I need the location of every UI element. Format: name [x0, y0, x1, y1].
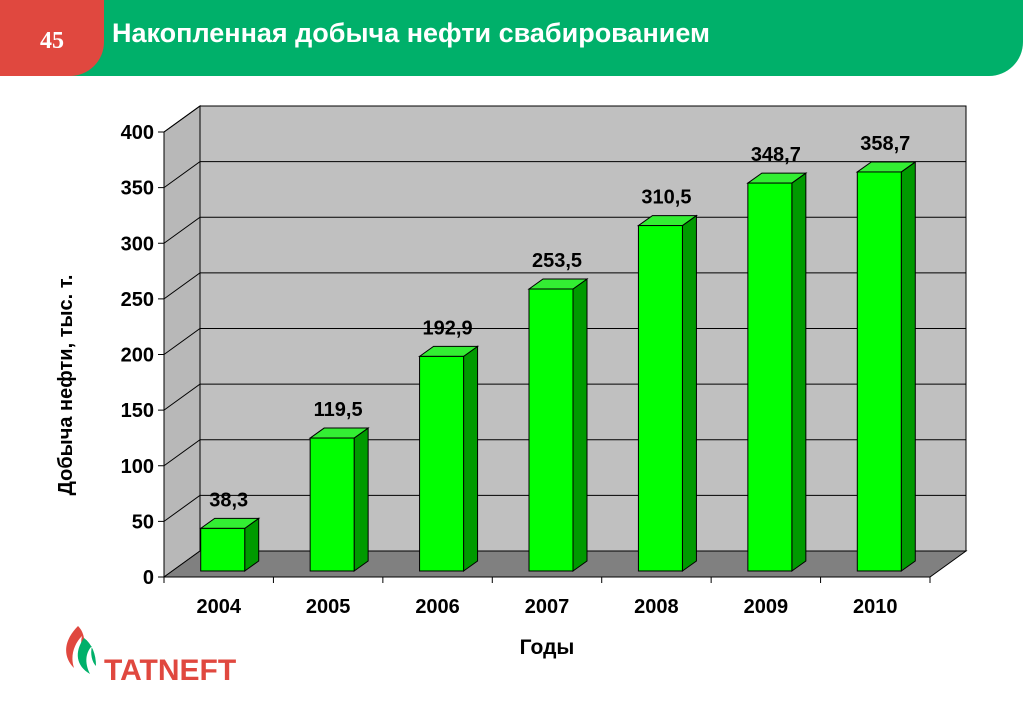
data-label-2009: 348,7: [751, 144, 801, 166]
y-tick-label: 300: [121, 233, 154, 255]
data-label-2005: 119,5: [314, 399, 363, 421]
header-bar: [0, 0, 1023, 76]
y-tick-label: 100: [121, 456, 154, 478]
gridline: [163, 328, 966, 355]
y-axis-title: Добыча нефти, тыс. т.: [55, 275, 77, 496]
x-tick-label: 2006: [415, 596, 460, 618]
y-tick-label: 150: [121, 400, 154, 422]
gridline: [163, 216, 966, 244]
y-tick-label: 350: [121, 178, 154, 200]
gridline: [163, 272, 966, 300]
bar-2008: [637, 225, 683, 572]
bar-side-2009: [791, 172, 807, 572]
data-label-2007: 253,5: [532, 250, 582, 272]
data-label-2008: 310,5: [641, 187, 691, 209]
x-tick-label: 2007: [525, 596, 570, 618]
gridline: [163, 439, 966, 467]
gridline: [163, 161, 966, 189]
slide-title: Накопленная добыча нефти свабированием: [112, 18, 710, 48]
x-tick-label: 2004: [196, 596, 241, 618]
bar-side-2005: [353, 427, 369, 572]
data-label-2010: 358,7: [860, 133, 910, 155]
x-tick-label: 2008: [634, 596, 679, 618]
y-tick-label: 50: [132, 511, 154, 533]
bar-side-2008: [681, 214, 697, 572]
slide-number-badge: 45: [0, 0, 104, 76]
y-tick-label: 0: [143, 567, 154, 589]
x-tick-label: 2005: [306, 596, 351, 618]
flame-icon-green: [77, 638, 96, 674]
bar-2010: [856, 171, 902, 572]
bar-side-2010: [900, 160, 916, 572]
logo-text: TATNEFT: [104, 654, 236, 687]
x-tick-label: 2009: [744, 596, 789, 618]
bar-2004: [200, 527, 246, 572]
data-label-2006: 192,9: [423, 317, 473, 339]
data-label-2004: 38,3: [209, 489, 248, 511]
bar-2005: [309, 437, 355, 572]
gridline: [163, 494, 966, 522]
gridline: [163, 105, 966, 133]
bar-side-2006: [463, 345, 479, 572]
flame-icon-red: [66, 626, 86, 668]
x-tick-label: 2010: [853, 596, 898, 618]
tatneft-logo: TATNEFT: [66, 626, 236, 687]
bar-2009: [747, 182, 793, 572]
bar-2007: [528, 288, 574, 572]
gridline: [163, 383, 966, 411]
bar-side-2007: [572, 278, 588, 572]
bar-2006: [419, 355, 465, 572]
x-axis-title: Годы: [520, 636, 575, 659]
slide-number: 45: [40, 28, 64, 54]
y-tick-label: 250: [121, 289, 154, 311]
y-tick-label: 400: [121, 122, 154, 144]
y-tick-label: 200: [121, 345, 154, 367]
